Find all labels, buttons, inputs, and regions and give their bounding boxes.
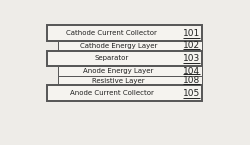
Text: Anode Energy Layer: Anode Energy Layer bbox=[84, 68, 154, 74]
Text: Resistive Layer: Resistive Layer bbox=[92, 78, 145, 84]
Text: 103: 103 bbox=[182, 54, 200, 63]
Text: 101: 101 bbox=[182, 29, 200, 38]
Text: Separator: Separator bbox=[95, 55, 129, 61]
Text: 105: 105 bbox=[182, 89, 200, 98]
Bar bbox=[47, 25, 202, 41]
Bar bbox=[58, 41, 202, 50]
Text: 108: 108 bbox=[182, 76, 200, 85]
Bar bbox=[47, 85, 202, 101]
Text: Cathode Current Collector: Cathode Current Collector bbox=[66, 30, 157, 36]
Text: 104: 104 bbox=[183, 67, 200, 76]
Bar bbox=[58, 66, 202, 76]
Text: Anode Current Collector: Anode Current Collector bbox=[70, 90, 154, 96]
Bar bbox=[58, 76, 202, 85]
Text: 102: 102 bbox=[183, 41, 200, 50]
Text: Cathode Energy Layer: Cathode Energy Layer bbox=[80, 43, 157, 49]
Bar bbox=[47, 50, 202, 66]
